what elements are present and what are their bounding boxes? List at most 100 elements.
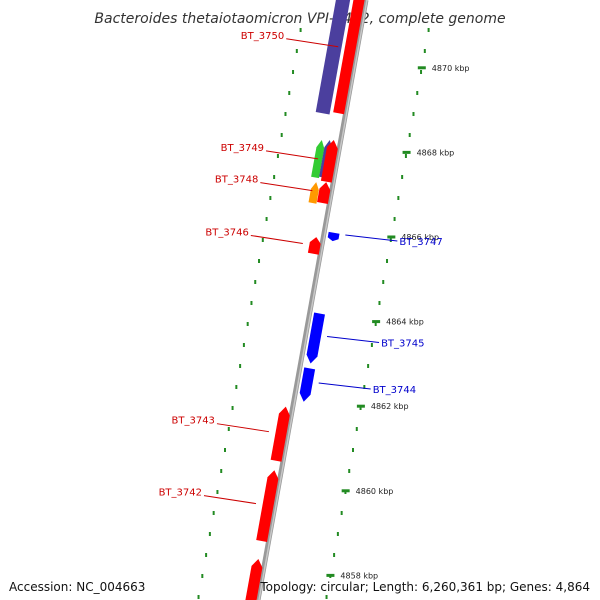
gene-arrow-BT_3741 <box>242 558 263 600</box>
outer-tick-dot <box>386 259 389 263</box>
outer-tick-dot <box>340 511 343 515</box>
outer-tick-dot <box>370 343 373 347</box>
gene-leader-line <box>216 423 270 433</box>
tick-label: 4858 kbp <box>340 571 378 580</box>
inner-tick-dot <box>201 574 204 578</box>
gene-leader-line <box>345 234 398 242</box>
inner-tick-dot <box>258 259 261 263</box>
gene-label: BT_3746 <box>205 227 248 238</box>
outer-tick-dot <box>325 595 328 599</box>
gene-leader-line <box>286 38 339 48</box>
gene-leader-line <box>318 382 371 390</box>
gene-label: BT_3749 <box>221 143 264 154</box>
inner-tick-dot <box>250 301 253 305</box>
gene-leader-line <box>250 234 303 244</box>
outer-tick-dot <box>382 280 385 284</box>
outer-tick-dot <box>359 406 362 410</box>
gene-arrow-BT_3748 <box>317 182 331 204</box>
inner-tick-dot <box>205 553 208 557</box>
outer-tick-dot <box>355 427 358 431</box>
major-tick <box>387 235 396 239</box>
tick-label: 4864 kbp <box>386 318 424 327</box>
tick-label: 4862 kbp <box>371 402 409 411</box>
inner-tick-dot <box>220 469 223 473</box>
feature-feature_orange <box>308 182 319 204</box>
inner-tick-dot <box>276 154 279 158</box>
gene-arrow-BT_3742 <box>256 470 279 542</box>
gene-arrow-BT_3746 <box>307 237 321 255</box>
map-title: Bacteroides thetaiotaomicron VPI-5482, c… <box>94 11 505 27</box>
label-layer: BT_3750 BT_3749 BT_3748 BT_3746 BT_3747 BT_37… <box>159 31 443 505</box>
outer-tick-dot <box>423 49 426 53</box>
outer-tick-dot <box>420 70 423 74</box>
gene-arrow-BT_3745 <box>306 312 325 364</box>
inner-tick-dot <box>212 511 215 515</box>
outer-tick-dot <box>404 154 407 158</box>
gene-label: BT_3747 <box>399 237 442 248</box>
gene-leader-line <box>265 150 319 160</box>
outer-tick-dot <box>416 91 419 95</box>
outer-tick-dot <box>393 217 396 221</box>
inner-tick-dot <box>261 238 264 242</box>
inner-tick-dot <box>284 112 287 116</box>
major-tick <box>326 573 335 577</box>
gene-leader-line <box>203 495 257 505</box>
inner-tick-dot <box>265 217 268 221</box>
gene-label: BT_3744 <box>373 385 416 396</box>
inner-tick-dot <box>197 595 200 599</box>
outer-tick-dot <box>401 175 404 179</box>
major-tick <box>417 66 426 70</box>
gene-leader-line <box>260 182 313 192</box>
inner-tick-dot <box>292 70 295 74</box>
inner-tick-dot <box>280 133 283 137</box>
gene-label: BT_3748 <box>215 175 258 186</box>
gene-track <box>242 0 366 600</box>
gene-arrow-BT_3749 <box>320 140 338 183</box>
inner-tick-dot <box>269 196 272 200</box>
inner-tick-dot <box>231 406 234 410</box>
outer-tick-dot <box>412 112 415 116</box>
gene-arrow-BT_3747 <box>327 231 340 242</box>
tick-track: 4870 kbp 4868 kbp 4866 kbp 4864 kbp 4862 kbp… <box>197 28 470 599</box>
outer-tick-dot <box>367 364 370 368</box>
outer-tick-dot <box>333 553 336 557</box>
inner-tick-dot <box>224 448 226 452</box>
gene-label: BT_3745 <box>381 339 424 350</box>
backbone-line <box>255 0 369 600</box>
inner-tick-dot <box>235 385 238 389</box>
tick-label: 4866 kbp <box>401 233 439 242</box>
genome-summary-text: Topology: circular; Length: 6,260,361 bp… <box>260 580 590 594</box>
outer-tick-dot <box>348 469 351 473</box>
gene-label: BT_3742 <box>159 488 202 499</box>
inner-tick-dot <box>299 28 302 32</box>
major-tick <box>402 150 411 154</box>
outer-tick-dot <box>408 133 411 137</box>
outer-tick-dot <box>397 196 400 200</box>
outer-tick-dot <box>378 301 381 305</box>
outer-tick-dot <box>374 322 377 326</box>
outer-tick-dot <box>363 385 366 389</box>
backbone-highlight <box>258 0 368 600</box>
outer-tick-dot <box>427 28 430 32</box>
tick-label: 4868 kbp <box>417 148 455 157</box>
inner-tick-dot <box>288 91 291 95</box>
outer-tick-dot <box>336 532 339 536</box>
gene-label: BT_3750 <box>241 31 284 42</box>
gene-label: BT_3743 <box>172 416 215 427</box>
backbone-track <box>255 0 369 600</box>
major-tick <box>356 404 365 408</box>
inner-tick-dot <box>208 532 211 536</box>
inner-tick-dot <box>295 49 298 53</box>
feature-feature_purple <box>315 0 352 115</box>
gene-arrow-BT_3743 <box>270 406 290 462</box>
tick-label: 4860 kbp <box>356 487 394 496</box>
gene-leader-line <box>327 336 380 344</box>
tick-label: 4870 kbp <box>432 64 470 73</box>
major-tick <box>372 320 381 324</box>
inner-tick-dot <box>254 280 257 284</box>
gene-arrow-BT_3750 <box>333 0 366 115</box>
outer-tick-dot <box>352 448 354 452</box>
major-tick <box>341 489 350 493</box>
